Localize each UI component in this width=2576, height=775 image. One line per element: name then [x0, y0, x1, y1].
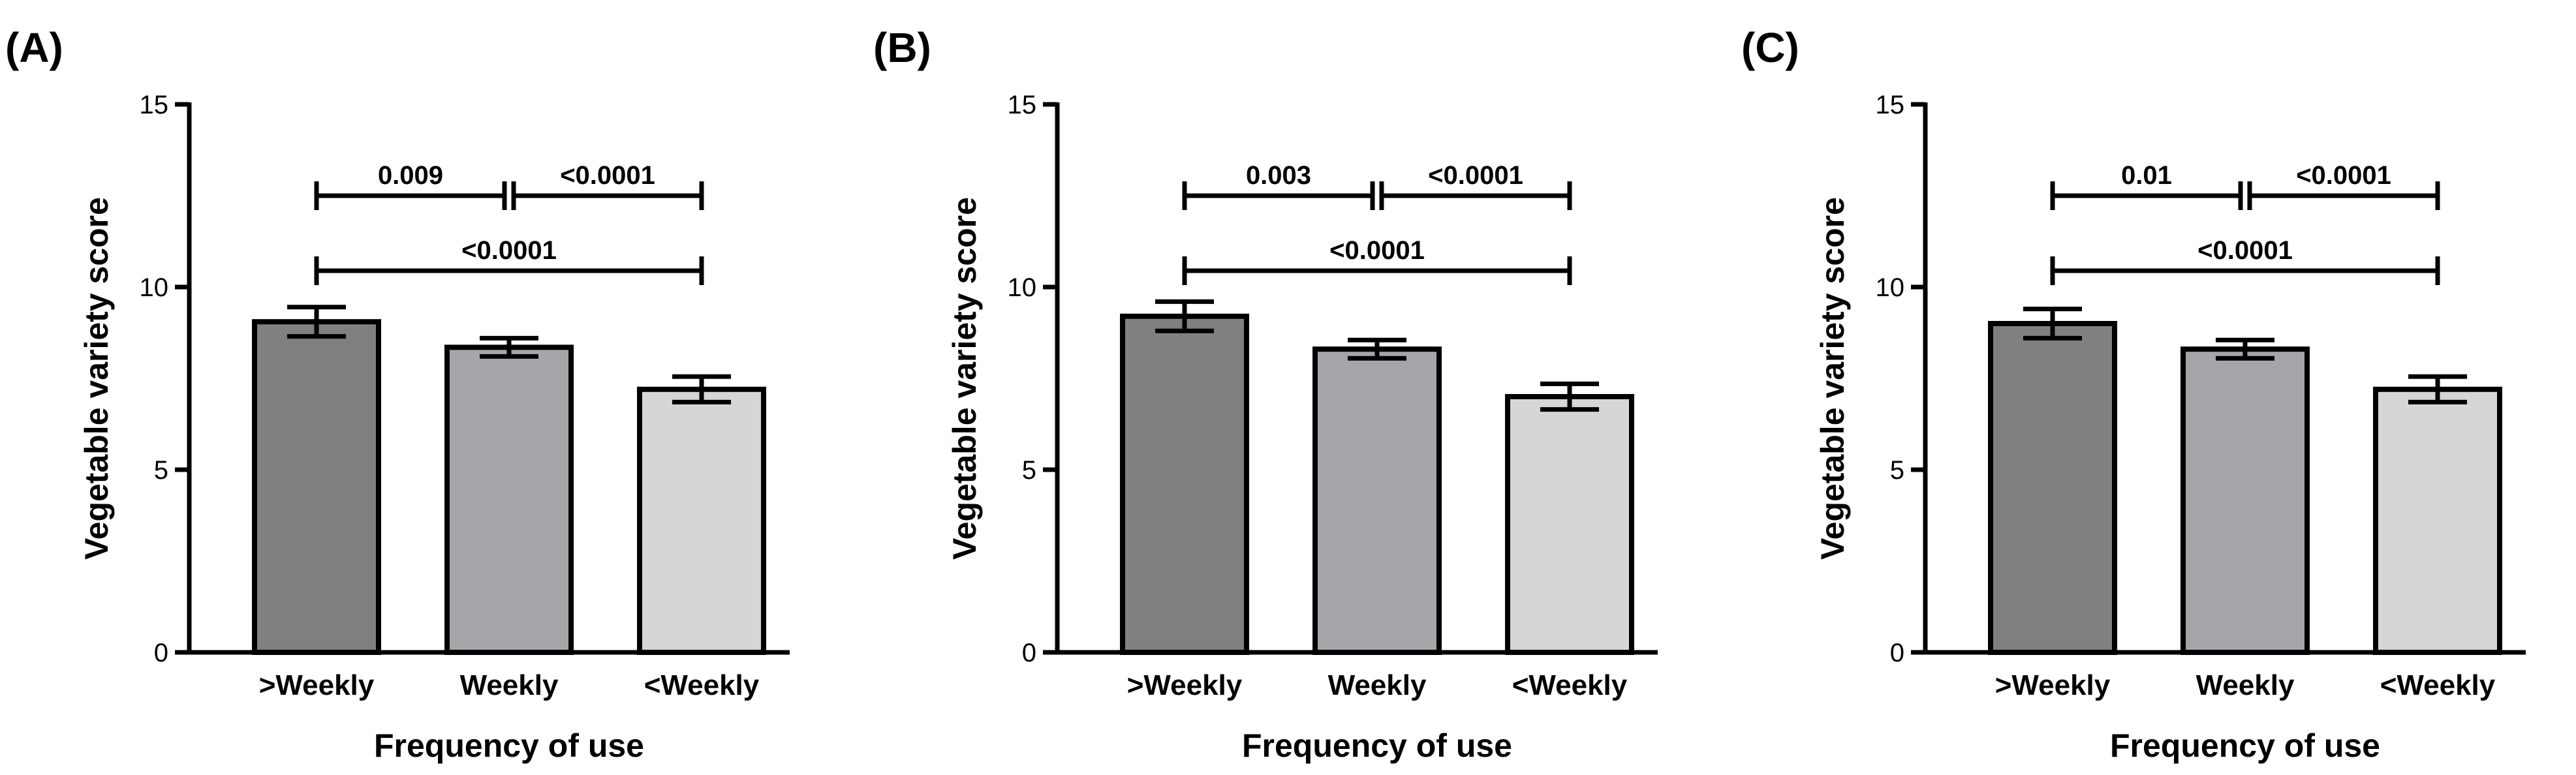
- bar: [1988, 321, 2117, 655]
- y-axis-title: Vegetable variety score: [78, 197, 115, 560]
- p-value-label: <0.0001: [560, 161, 655, 190]
- chart-panel-b: (B) 0 5 10 15 Vegetable variety score >Weekly W…: [873, 24, 1658, 764]
- chart-panel-c: (C) 0 5 10 15 Vegetable variety score >Weekly W…: [1741, 24, 2526, 764]
- p-value-label: 0.01: [2121, 161, 2172, 190]
- y-tick-label: 5: [1890, 456, 1904, 485]
- y-tick-label: 15: [1876, 91, 1905, 119]
- bar: [1505, 394, 1634, 655]
- bar: [444, 344, 574, 656]
- x-tick-label: Weekly: [1328, 669, 1427, 701]
- x-tick-label: Weekly: [2196, 669, 2295, 701]
- panel-label: (A): [5, 24, 63, 71]
- x-axis-title: Frequency of use: [374, 727, 644, 764]
- bar: [2180, 346, 2310, 655]
- x-tick-label: <Weekly: [1512, 669, 1628, 701]
- x-tick-label: >Weekly: [259, 669, 375, 701]
- x-axis-title: Frequency of use: [2110, 727, 2380, 764]
- y-axis-title: Vegetable variety score: [1814, 197, 1851, 560]
- y-tick-label: 15: [140, 91, 169, 119]
- y-tick-label: 5: [1022, 456, 1036, 485]
- bar: [1312, 346, 1442, 655]
- x-tick-label: <Weekly: [2380, 669, 2496, 701]
- bar: [1120, 313, 1249, 655]
- x-tick-label: Weekly: [460, 669, 559, 701]
- x-tick-label: >Weekly: [1995, 669, 2111, 701]
- bar: [2373, 386, 2502, 655]
- p-value-label: 0.009: [378, 161, 443, 190]
- y-axis-title: Vegetable variety score: [946, 197, 983, 560]
- bar: [637, 386, 766, 655]
- y-tick-label: 0: [1022, 639, 1036, 667]
- p-value-label: <0.0001: [1428, 161, 1523, 190]
- x-tick-label: >Weekly: [1127, 669, 1243, 701]
- p-value-label: 0.003: [1246, 161, 1311, 190]
- y-tick-label: 10: [1876, 273, 1905, 302]
- panel-label: (C): [1741, 24, 1799, 71]
- bar: [252, 319, 381, 655]
- y-tick-label: 10: [1008, 273, 1037, 302]
- y-tick-label: 0: [154, 639, 168, 667]
- y-tick-label: 0: [1890, 639, 1904, 667]
- x-axis-title: Frequency of use: [1242, 727, 1512, 764]
- x-tick-label: <Weekly: [644, 669, 760, 701]
- chart-panel-a: (A) 0 5 10 15 Vegetable variety score >Weekly W…: [5, 24, 790, 764]
- y-tick-label: 5: [154, 456, 168, 485]
- y-tick-label: 15: [1008, 91, 1037, 119]
- panel-label: (B): [873, 24, 931, 71]
- p-value-label: <0.0001: [2197, 236, 2293, 265]
- y-tick-label: 10: [140, 273, 169, 302]
- p-value-label: <0.0001: [2296, 161, 2391, 190]
- p-value-label: <0.0001: [461, 236, 557, 265]
- p-value-label: <0.0001: [1329, 236, 1425, 265]
